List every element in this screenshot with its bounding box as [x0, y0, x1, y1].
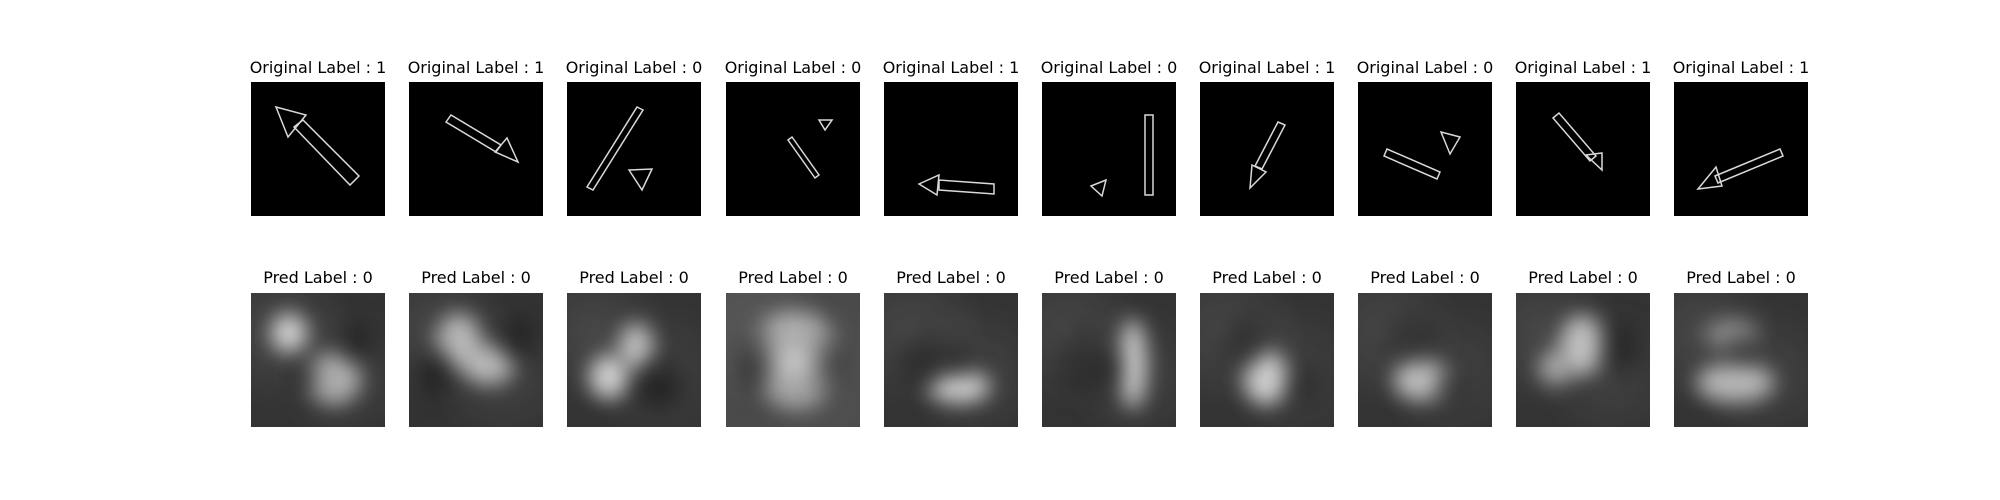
reconstruction-blur: [884, 293, 1018, 427]
reconstruction-blur: [1358, 293, 1492, 427]
pred-label-caption: Pred Label : 0: [1370, 268, 1480, 287]
reconstruction-blur: [409, 293, 543, 427]
predicted-image: [884, 293, 1018, 427]
original-label-caption: Original Label : 0: [1356, 58, 1494, 77]
original-image: [409, 82, 543, 216]
arrow-drawing: [1674, 82, 1808, 216]
original-image: [884, 82, 1018, 216]
predicted-image: [1358, 293, 1492, 427]
original-image: [1042, 82, 1176, 216]
reconstruction-blur: [251, 293, 385, 427]
original-image: [1200, 82, 1334, 216]
predicted-image: [1042, 293, 1176, 427]
reconstruction-blur: [1200, 293, 1334, 427]
predicted-image: [1200, 293, 1334, 427]
reconstruction-blur: [726, 293, 860, 427]
pred-label-caption: Pred Label : 0: [263, 268, 373, 287]
predicted-image: [726, 293, 860, 427]
pred-label-caption: Pred Label : 0: [1528, 268, 1638, 287]
predicted-image: [409, 293, 543, 427]
arrow-drawing: [1200, 82, 1334, 216]
shapes-drawing: [726, 82, 860, 216]
original-label-caption: Original Label : 1: [1672, 58, 1810, 77]
original-image: [1358, 82, 1492, 216]
shapes-drawing: [567, 82, 701, 216]
pred-label-caption: Pred Label : 0: [738, 268, 848, 287]
original-label-caption: Original Label : 1: [1514, 58, 1652, 77]
reconstruction-blur: [1042, 293, 1176, 427]
original-image: [726, 82, 860, 216]
reconstruction-blur: [567, 293, 701, 427]
pred-label-caption: Pred Label : 0: [421, 268, 531, 287]
pred-label-caption: Pred Label : 0: [579, 268, 689, 287]
original-image: [1516, 82, 1650, 216]
pred-label-caption: Pred Label : 0: [1686, 268, 1796, 287]
reconstruction-blur: [1516, 293, 1650, 427]
original-label-caption: Original Label : 1: [1198, 58, 1336, 77]
predicted-image: [567, 293, 701, 427]
original-label-caption: Original Label : 1: [249, 58, 387, 77]
original-label-caption: Original Label : 1: [407, 58, 545, 77]
original-label-caption: Original Label : 0: [1040, 58, 1178, 77]
arrow-drawing: [884, 82, 1018, 216]
shapes-drawing: [1358, 82, 1492, 216]
original-image: [251, 82, 385, 216]
arrow-drawing: [1516, 82, 1650, 216]
shapes-drawing: [1042, 82, 1176, 216]
predicted-image: [1674, 293, 1808, 427]
original-label-caption: Original Label : 1: [882, 58, 1020, 77]
original-label-caption: Original Label : 0: [724, 58, 862, 77]
reconstruction-blur: [1674, 293, 1808, 427]
predicted-image: [251, 293, 385, 427]
pred-label-caption: Pred Label : 0: [1212, 268, 1322, 287]
original-image: [1674, 82, 1808, 216]
original-image: [567, 82, 701, 216]
arrow-drawing: [251, 82, 385, 216]
pred-label-caption: Pred Label : 0: [896, 268, 1006, 287]
pred-label-caption: Pred Label : 0: [1054, 268, 1164, 287]
predicted-image: [1516, 293, 1650, 427]
arrow-drawing: [409, 82, 543, 216]
original-label-caption: Original Label : 0: [565, 58, 703, 77]
